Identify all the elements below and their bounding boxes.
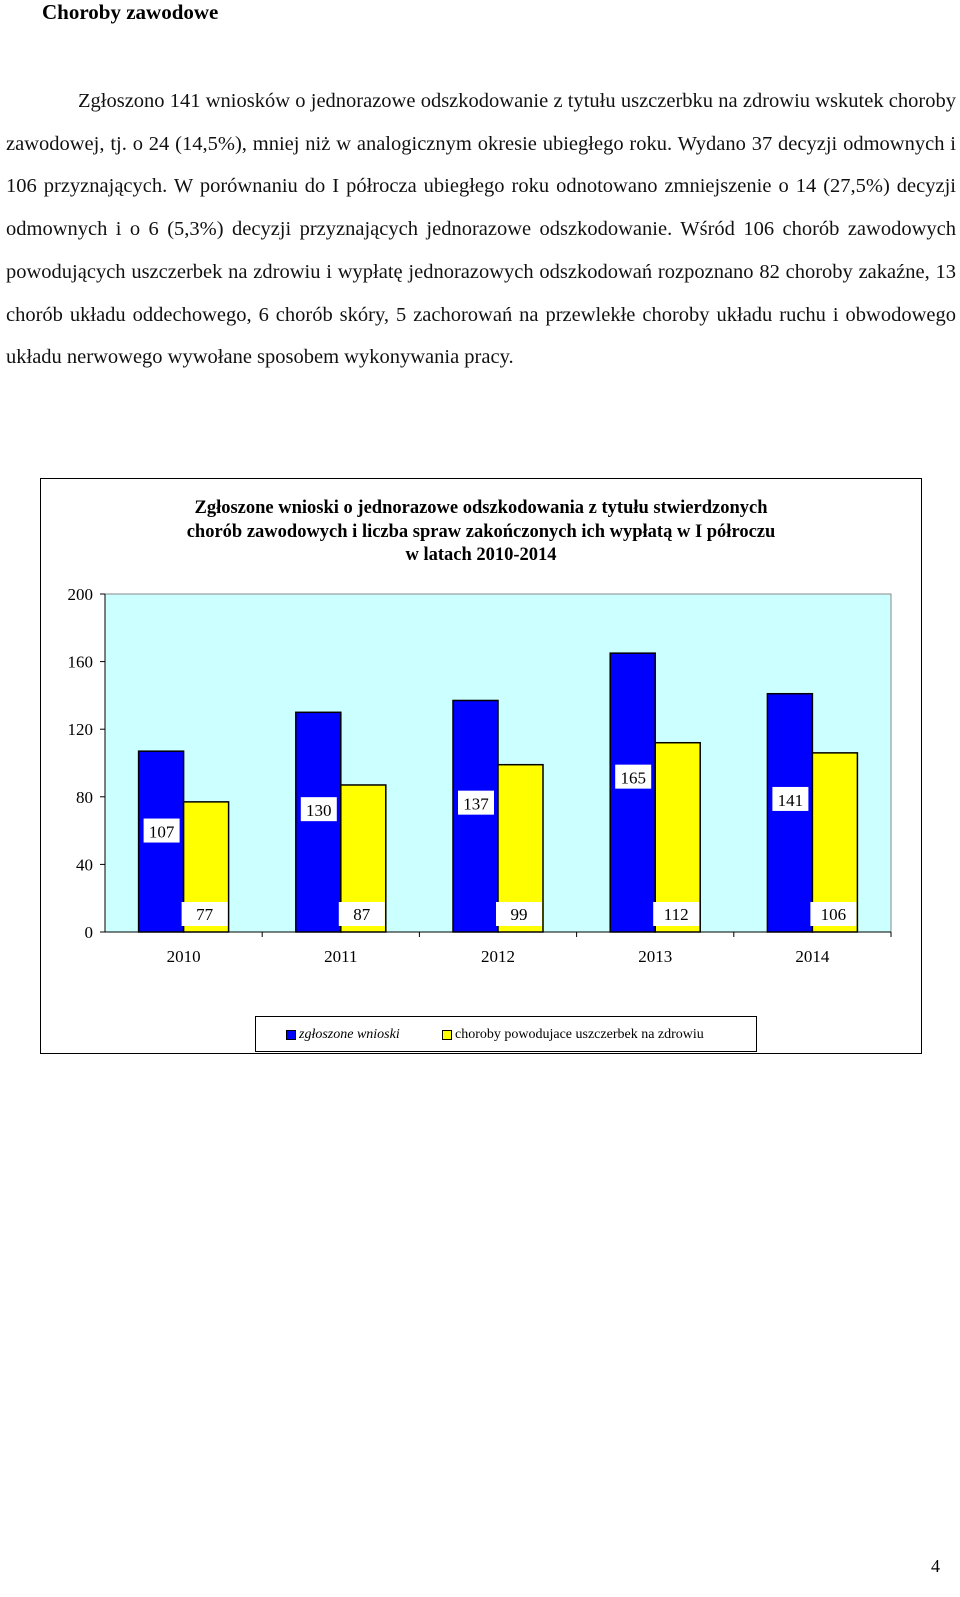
page-number: 4 [931,1556,940,1576]
x-tick-label: 2013 [638,947,672,966]
data-label-diseases: 87 [353,905,371,924]
bar-submitted [295,711,342,933]
legend-item-submitted: zgłoszone wnioski [286,1027,400,1043]
page-heading: Choroby zawodowe [42,0,219,24]
data-label-diseases: 77 [196,905,214,924]
legend-label: zgłoszone wnioski [299,1027,400,1042]
chart-legend: zgłoszone wnioski choroby powodujace usz… [255,1016,757,1052]
data-label-diseases: 112 [664,905,689,924]
data-label-box [181,902,228,926]
bar-diseases [654,741,701,933]
legend-swatch-blue [286,1030,296,1040]
chart-title-line: w latach 2010-2014 [405,545,557,565]
bar-chart: 0 40 80 120 160 200 2010 107 77 2011 130 87 2012 137 9… [68,585,892,966]
bar-submitted [766,692,814,933]
data-label-box [338,902,385,926]
data-label-box [496,902,542,926]
data-label-submitted: 107 [149,823,175,842]
data-label-box [458,790,494,815]
y-tick-label: 200 [68,585,94,604]
x-tick-label: 2014 [795,947,830,966]
data-label-submitted: 165 [620,769,646,788]
data-label-submitted: 130 [306,801,332,820]
data-label-box [653,902,700,926]
x-tick-label: 2011 [324,947,357,966]
data-label-box [300,797,337,822]
y-tick-label: 120 [68,720,94,739]
x-tick-label: 2012 [481,947,515,966]
legend-swatch-yellow [442,1030,452,1040]
legend-item-diseases: choroby powodujace uszczerbek na zdrowiu [442,1027,704,1043]
data-label-box [772,786,809,811]
y-tick-label: 0 [85,923,94,942]
data-label-box [615,764,652,789]
legend-label: choroby powodujace uszczerbek na zdrowiu [455,1027,704,1042]
chart-container: Zgłoszone wnioski o jednorazowe odszkodo… [40,478,922,1054]
body-paragraph: Zgłoszono 141 wniosków o jednorazowe ods… [6,90,956,369]
data-label-diseases: 99 [511,905,528,924]
y-tick-label: 80 [76,788,93,807]
y-tick-label: 160 [68,653,94,672]
y-tick-label: 40 [76,855,93,874]
x-tick-label: 2010 [167,947,201,966]
data-label-diseases: 106 [821,905,847,924]
bar-submitted [609,652,656,933]
data-label-box [143,818,180,843]
data-label-submitted: 137 [463,795,489,814]
data-label-box [810,902,857,926]
data-label-submitted: 141 [778,791,804,810]
chart-title: Zgłoszone wnioski o jednorazowe odszkodo… [41,497,921,568]
bar-submitted [452,699,499,933]
chart-title-line: chorób zawodowych i liczba spraw zakończ… [186,521,776,542]
chart-title-line: Zgłoszone wnioski o jednorazowe odszkodo… [194,498,768,518]
